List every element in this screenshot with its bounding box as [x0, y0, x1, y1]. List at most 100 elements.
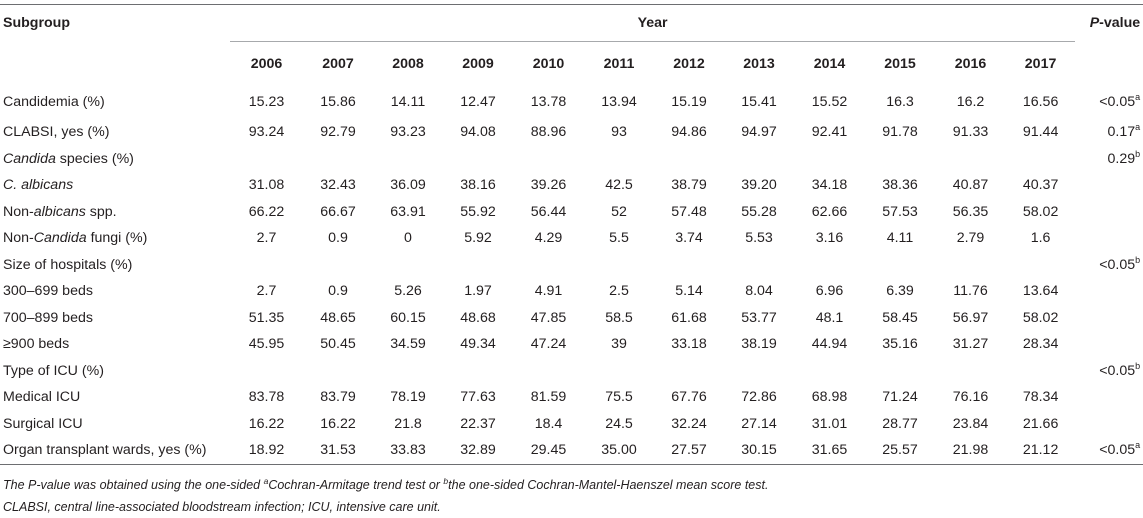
cell-2014: 92.41	[811, 124, 848, 141]
cell-2011: 42.5	[605, 177, 633, 194]
row-label-label: CLABSI, yes (%)	[3, 124, 110, 141]
p-value-cell	[1075, 411, 1143, 438]
cell-2009	[443, 146, 513, 173]
cell-2009: 49.34	[460, 336, 496, 353]
cell-2015: 71.24	[882, 389, 918, 406]
row-label-label: Size of hospitals (%)	[3, 256, 133, 273]
cell-2015: 57.53	[882, 203, 918, 220]
cell-2011: 35.00	[584, 437, 654, 465]
p-value-superscript: b	[1135, 148, 1141, 159]
row-label: Type of ICU (%)	[0, 358, 230, 385]
header-spacer-p	[1075, 42, 1143, 86]
cell-2006: 15.23	[248, 94, 285, 110]
cell-2017: 28.34	[1022, 336, 1059, 353]
cell-2009: 1.97	[464, 283, 492, 300]
p-value: <0.05	[1099, 362, 1136, 379]
cell-2011: 75.5	[605, 389, 633, 406]
table-row: C. albicans 31.08 32.43 36.09 38.16 39.26 42.5…	[0, 172, 1143, 199]
table-row: Candida species (%) 0.29b	[0, 146, 1143, 173]
p-value: <0.05	[1099, 442, 1136, 459]
cell-2009: 32.89	[443, 437, 513, 465]
row-label: Medical ICU	[0, 384, 230, 411]
row-label-label-italic: Candida	[33, 230, 87, 247]
p-value-cell	[1075, 331, 1143, 358]
year-header: Year	[230, 4, 1076, 42]
cell-2016	[935, 252, 1006, 279]
cell-2015: 28.77	[882, 415, 918, 432]
cell-2010: 47.85	[530, 309, 567, 326]
cell-2010: 13.78	[530, 94, 567, 110]
p-value-cell	[1075, 305, 1143, 332]
cell-2014: 6.96	[815, 283, 844, 300]
cell-2012: 5.14	[675, 283, 703, 300]
row-label-label-rest: fungi (%)	[86, 230, 148, 247]
cell-2013: 72.86	[741, 389, 777, 406]
cell-2014: 44.94	[811, 336, 848, 353]
cell-2009: 22.37	[460, 415, 496, 432]
cell-2011	[584, 252, 654, 279]
cell-2013	[724, 146, 794, 173]
cell-2007: 31.53	[303, 437, 373, 465]
cell-2015	[865, 358, 935, 385]
p-value: <0.05	[1099, 256, 1136, 273]
cell-2011	[584, 358, 654, 385]
cell-2011: 24.5	[605, 415, 633, 432]
p-value-cell	[1075, 225, 1143, 252]
row-label: Organ transplant wards, yes (%)	[0, 437, 230, 465]
cell-2006: 2.7	[256, 283, 277, 300]
cell-2013: 38.19	[741, 336, 777, 353]
cell-2007: 15.86	[320, 94, 356, 110]
cell-2016: 23.84	[952, 415, 989, 432]
cell-2017: 1.6	[1030, 230, 1051, 247]
cell-2014: 34.18	[811, 177, 848, 194]
p-value-header: P-value	[1075, 4, 1143, 42]
cell-2015: 4.11	[886, 230, 914, 247]
cell-2012: 38.79	[671, 177, 707, 194]
header-spacer	[0, 42, 230, 86]
table-row: Organ transplant wards, yes (%) 18.92 31.5…	[0, 437, 1143, 465]
row-label-label-pre: Non-	[3, 203, 34, 220]
cell-2016: 11.76	[953, 283, 988, 300]
cell-2016: 31.27	[952, 336, 989, 353]
cell-2013	[724, 358, 794, 385]
row-label: Non-albicans spp.	[0, 199, 230, 226]
header-row-2: 2006 2007 2008 2009 2010 2011 2012 2013 …	[0, 41, 1143, 86]
table-row: Size of hospitals (%) <0.05b	[0, 252, 1143, 279]
cell-2012: 57.48	[671, 203, 707, 220]
p-value-cell: <0.05a	[1075, 437, 1143, 465]
cell-2017	[1006, 358, 1075, 385]
cell-2006: 66.22	[248, 203, 285, 220]
cell-2006: 31.08	[248, 177, 285, 194]
footnote-line-1: The P-value was obtained using the one-s…	[3, 474, 768, 496]
p-value: 0.17	[1107, 124, 1136, 141]
cell-2016: 2.79	[956, 230, 985, 247]
footnote-line-2: CLABSI, central line-associated bloodstr…	[3, 500, 441, 514]
cell-2008	[373, 358, 443, 385]
row-label: Non-Candida fungi (%)	[0, 225, 230, 252]
cell-2016: 16.2	[956, 94, 985, 110]
cell-2012	[654, 146, 724, 173]
cell-2007: 92.79	[320, 124, 356, 141]
cell-2015	[865, 146, 935, 173]
cell-2010: 4.91	[534, 283, 563, 300]
cell-2014: 31.01	[811, 415, 848, 432]
row-label-label: Type of ICU (%)	[3, 362, 104, 379]
cell-2010	[513, 146, 584, 173]
subgroup-header: Subgroup	[0, 4, 230, 42]
table-row: ≥900 beds 45.95 50.45 34.59 49.34 47.24 39 33.1…	[0, 331, 1143, 358]
p-value-header-italic: P	[1089, 15, 1100, 32]
p-value-cell	[1075, 199, 1143, 226]
row-label: Candidemia (%)	[0, 85, 230, 119]
table-row: Type of ICU (%) <0.05b	[0, 358, 1143, 385]
cell-2014: 3.16	[815, 230, 844, 247]
cell-2007	[303, 252, 373, 279]
row-label-label-italic: albicans	[33, 203, 86, 220]
cell-2015: 35.16	[882, 336, 918, 353]
cell-2017: 58.02	[1022, 309, 1059, 326]
cell-2009: 5.92	[464, 230, 492, 247]
cell-2012	[654, 358, 724, 385]
cell-2012: 61.68	[671, 309, 707, 326]
cell-2006	[230, 252, 303, 279]
cell-2010: 47.24	[530, 336, 567, 353]
p-value-cell	[1075, 172, 1143, 199]
